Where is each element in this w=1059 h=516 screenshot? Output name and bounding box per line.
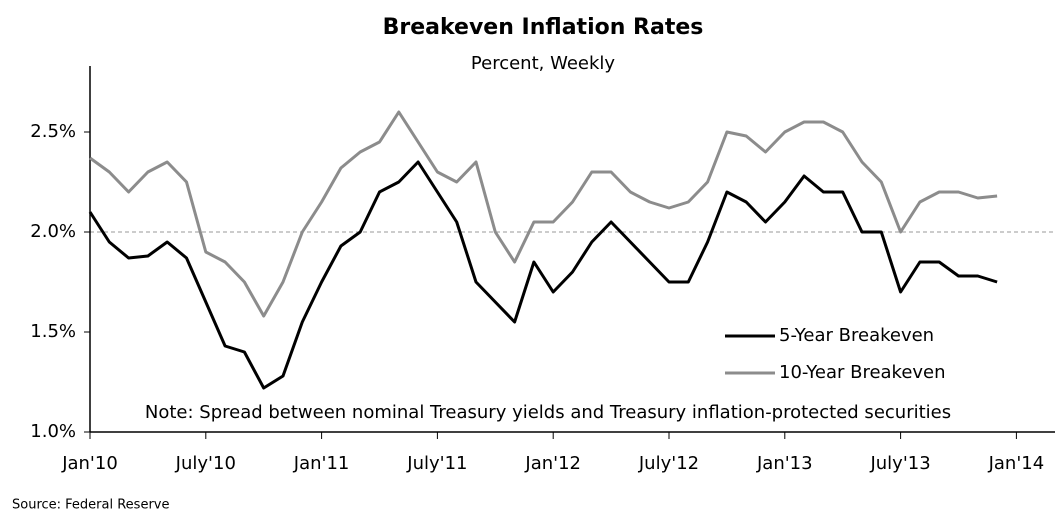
series-line	[88, 160, 998, 390]
x-tick-label: July'10	[175, 453, 236, 474]
y-tick-label: 1.0%	[30, 421, 76, 442]
y-tick-label: 1.5%	[30, 321, 76, 342]
x-tick-label: Jan'14	[988, 453, 1045, 474]
legend-label: 10-Year Breakeven	[779, 362, 946, 383]
x-tick-label: Jan'11	[293, 453, 350, 474]
x-tick-label: July'11	[406, 453, 467, 474]
y-tick-label: 2.0%	[30, 221, 76, 242]
y-tick-label: 2.5%	[30, 121, 76, 142]
x-tick-label: Jan'10	[61, 453, 118, 474]
x-tick-label: July'13	[869, 453, 930, 474]
x-tick-label: July'12	[638, 453, 699, 474]
chart-subtitle: Percent, Weekly	[471, 53, 615, 74]
chart-title: Breakeven Inflation Rates	[383, 15, 704, 40]
x-tick-label: Jan'12	[524, 453, 581, 474]
source: Source: Federal Reserve	[12, 498, 170, 513]
legend-label: 5-Year Breakeven	[779, 325, 934, 346]
annotation: Note: Spread between nominal Treasury yi…	[145, 402, 951, 423]
series-line	[89, 110, 998, 318]
x-tick-label: Jan'13	[756, 453, 813, 474]
